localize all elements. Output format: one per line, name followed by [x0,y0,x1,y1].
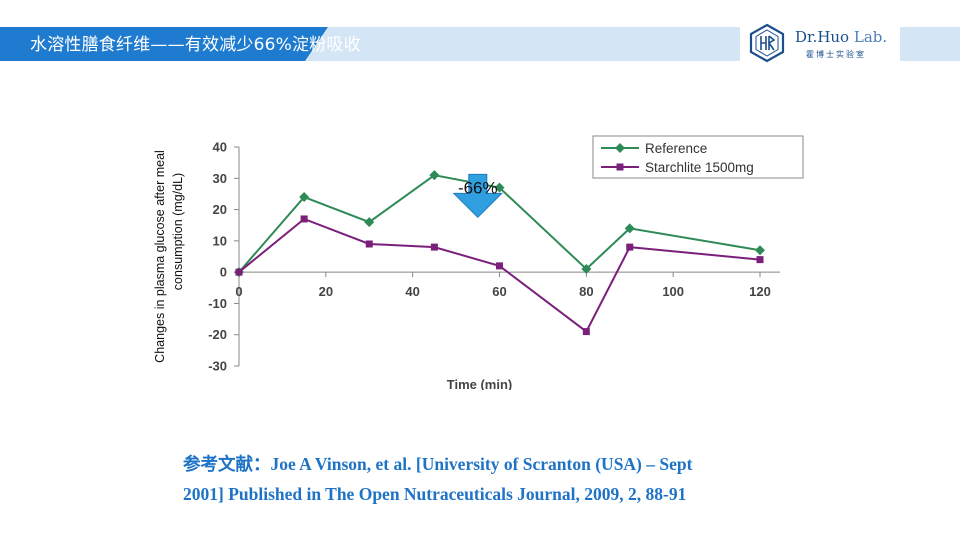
reference-line-1: 参考文献：Joe A Vinson, et al. [University of… [183,454,693,474]
logo-name-main: Dr.Huo [795,28,850,46]
legend-label-0: Reference [645,141,707,156]
y-tick-label: 30 [213,171,227,186]
series-1-point [300,215,308,223]
legend-label-1: Starchlite 1500mg [645,160,754,175]
logo: Dr.Huo Lab. 霍博士实验室 [740,23,900,63]
header-band-dark [0,27,328,61]
logo-name: Dr.Huo Lab. [795,28,887,46]
y-axis-title-line-1: Changes in plasma glucose after meal [153,150,167,363]
series-1-point [430,243,438,251]
series-line-0 [238,174,761,273]
y-tick-label: 0 [220,265,227,280]
y-tick-label: 40 [213,140,227,155]
reference-line-2: 2001] Published in The Open Nutraceutica… [183,484,687,504]
series-0-point [494,182,505,193]
series-1-point [496,262,503,270]
hexagon-logo-icon [749,23,785,63]
legend-box [592,135,804,179]
series-0-point [299,192,310,203]
page-title: 水溶性膳食纤维——有效减少66%淀粉吸收 [30,35,361,55]
series-0-point [581,264,592,275]
series-0-point [364,217,375,228]
y-tick-label: -10 [208,296,227,311]
y-tick-label: 20 [213,202,227,217]
series-0-point [624,223,635,234]
annotation-label: -66% [458,178,498,197]
x-tick-label: 0 [235,284,242,299]
series-1-point [235,268,243,276]
series-1-point [365,240,373,248]
reference-citation: 参考文献：Joe A Vinson, et al. [University of… [183,449,823,509]
chart-legend: Reference Starchlite 1500mg [592,135,804,179]
x-tick-label: 80 [579,284,593,299]
x-axis-title: Time (min) [447,377,513,390]
x-tick-label: 120 [749,284,771,299]
series-0-point [755,245,765,256]
chart-series [234,170,765,336]
series-1-point [756,256,764,264]
y-tick-label: -30 [208,359,227,374]
series-1-point [582,328,590,336]
y-tick-label: 10 [213,233,227,248]
logo-name-lab: Lab. [849,28,888,46]
series-1-point [626,243,634,251]
x-tick-label: 20 [319,284,333,299]
x-tick-label: 100 [662,284,684,299]
down-arrow-icon [452,173,503,219]
y-tick-label: -20 [208,327,227,342]
x-tick-label: 40 [405,284,419,299]
series-0-point [429,170,440,181]
chart-annotation: -66% [452,173,503,219]
legend-marker-0 [615,143,625,153]
legend-marker-1 [616,163,624,171]
y-axis-title-line-2: consumption (mg/dL) [171,173,185,290]
x-tick-label: 60 [492,284,506,299]
series-line-1 [238,217,761,334]
logo-subtitle: 霍博士实验室 [806,50,866,59]
